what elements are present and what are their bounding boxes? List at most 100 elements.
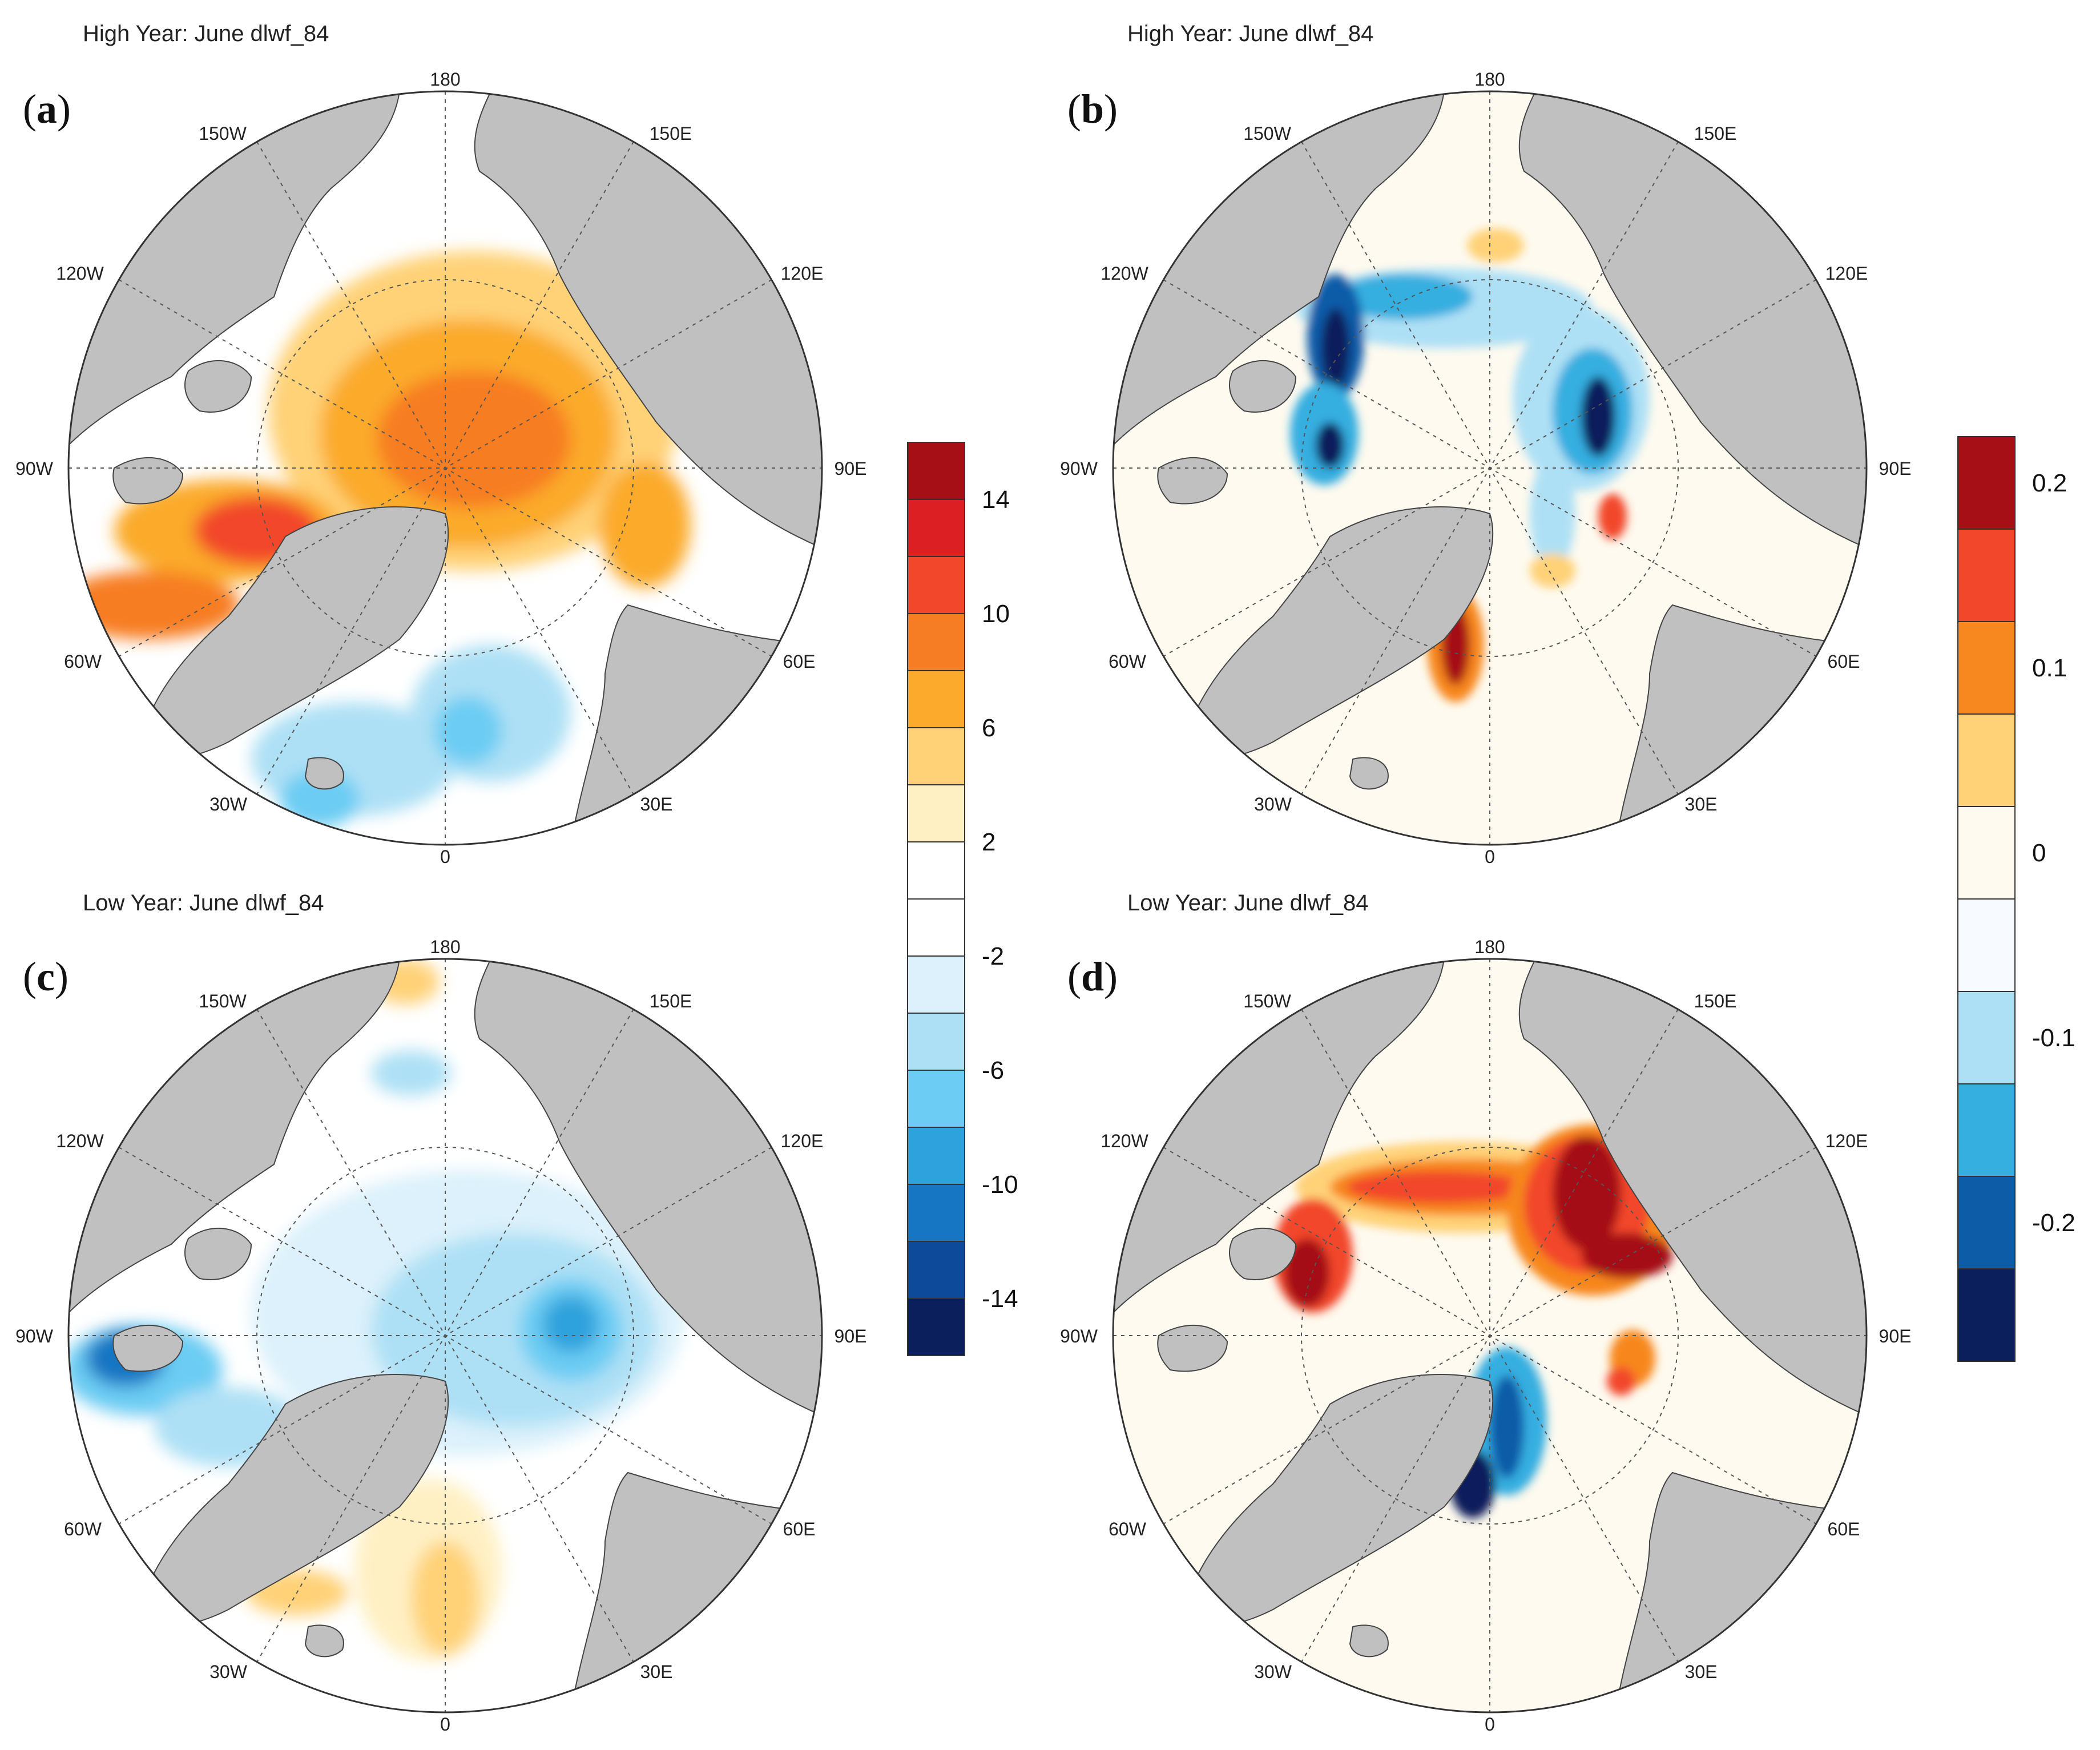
lon-label: 150W bbox=[199, 123, 247, 144]
lon-label: 120E bbox=[1825, 263, 1868, 284]
lon-label: 0 bbox=[440, 846, 450, 867]
panel-b-map bbox=[1113, 91, 1867, 845]
lon-label: 90W bbox=[15, 458, 54, 479]
lon-label: 60W bbox=[64, 1519, 102, 1539]
lon-label: 150W bbox=[199, 991, 247, 1011]
lon-label: 60W bbox=[1109, 1519, 1147, 1539]
panel-d-letter-text: d bbox=[1081, 954, 1104, 999]
colorbar-segment bbox=[1957, 1083, 2016, 1177]
lon-label: 180 bbox=[430, 937, 460, 957]
panel-c-lon-labels: 180 150E 120E 90E 60E 30E 0 30W 60W 90W … bbox=[15, 937, 866, 1735]
colorbar-tick-label: 14 bbox=[982, 486, 1010, 514]
lon-label: 120W bbox=[56, 1131, 104, 1151]
lon-label: 30W bbox=[209, 1662, 248, 1682]
colorbar-segment bbox=[907, 1070, 965, 1128]
panel-b-lon-labels: 180 150E 120E 90E 60E 30E 0 30W 60W 90W … bbox=[1060, 69, 1911, 867]
colorbar-segment bbox=[907, 955, 965, 1014]
panel-a-letter-text: a bbox=[37, 86, 57, 132]
panel-b-field bbox=[1290, 228, 1650, 702]
lon-label: 150W bbox=[1243, 123, 1291, 144]
colorbar-tick-label: 0.1 bbox=[2032, 654, 2067, 682]
lon-label: 30W bbox=[1254, 1662, 1292, 1682]
lon-label: 30E bbox=[640, 794, 673, 814]
lon-label: 150E bbox=[650, 991, 692, 1011]
panel-b-letter: (b) bbox=[1067, 86, 1118, 132]
lon-label: 30E bbox=[1685, 794, 1718, 814]
lon-label: 90E bbox=[835, 1326, 867, 1346]
colorbar-right: -0.2 -0.1 0 0.1 0.2 bbox=[1957, 436, 2075, 1362]
panel-b-graticule bbox=[1113, 91, 1867, 845]
lon-label: 60W bbox=[64, 651, 102, 672]
colorbar-segment bbox=[907, 841, 965, 900]
panel-d: Low Year: June dlwf_84 (d) bbox=[1060, 890, 1911, 1735]
colorbar-segment bbox=[907, 670, 965, 728]
lon-label: 0 bbox=[1485, 1714, 1495, 1735]
lon-label: 120E bbox=[781, 1131, 824, 1151]
colorbar-segment bbox=[1957, 806, 2016, 900]
colorbar-segment bbox=[1957, 1176, 2016, 1269]
lon-label: 120E bbox=[781, 263, 824, 284]
lon-label: 180 bbox=[1474, 937, 1505, 957]
colorbar-tick-label: -6 bbox=[982, 1057, 1004, 1084]
colorbar-segment bbox=[1957, 621, 2016, 715]
lon-label: 60W bbox=[1109, 651, 1147, 672]
panel-d-title: Low Year: June dlwf_84 bbox=[1127, 890, 1369, 916]
colorbar-tick-label: 0.2 bbox=[2032, 469, 2067, 497]
colorbar-tick-label: 0 bbox=[2032, 839, 2046, 867]
panel-a-letter: (a) bbox=[23, 86, 71, 132]
colorbar-segment bbox=[907, 1241, 965, 1299]
lon-label: 180 bbox=[430, 69, 460, 90]
panel-b-letter-text: b bbox=[1081, 86, 1104, 132]
lon-label: 120W bbox=[56, 263, 104, 284]
lon-label: 60E bbox=[1828, 1519, 1860, 1539]
lon-label: 90E bbox=[1879, 458, 1912, 479]
lon-label: 180 bbox=[1474, 69, 1505, 90]
colorbar-segment bbox=[907, 1184, 965, 1242]
colorbar-tick-label: 6 bbox=[982, 714, 995, 742]
colorbar-segment bbox=[907, 613, 965, 671]
panel-d-boundary bbox=[1112, 958, 1868, 1713]
panel-d-lon-labels: 180 150E 120E 90E 60E 30E 0 30W 60W 90W … bbox=[1060, 937, 1911, 1735]
colorbar-segment bbox=[1957, 898, 2016, 992]
lon-label: 30E bbox=[1685, 1662, 1718, 1682]
panel-c-boundary bbox=[67, 958, 823, 1713]
lon-label: 150E bbox=[1694, 991, 1737, 1011]
panel-a-map bbox=[68, 91, 822, 845]
lon-label: 60E bbox=[783, 651, 816, 672]
panel-c-map bbox=[68, 959, 822, 1712]
lon-label: 90E bbox=[1879, 1326, 1912, 1346]
panel-c-graticule bbox=[68, 959, 822, 1712]
colorbar-segment bbox=[1957, 529, 2016, 622]
colorbar-tick-label: 10 bbox=[982, 600, 1010, 628]
colorbar-segment bbox=[907, 442, 965, 500]
colorbar-segment bbox=[907, 1298, 965, 1356]
colorbar-tick-label: -2 bbox=[982, 942, 1004, 970]
lon-label: 150E bbox=[1694, 123, 1737, 144]
panel-c-letter-text: c bbox=[37, 954, 55, 999]
panel-b-boundary bbox=[1112, 90, 1868, 846]
colorbar-segment bbox=[1957, 1268, 2016, 1362]
lon-label: 120W bbox=[1101, 263, 1148, 284]
lon-label: 30W bbox=[209, 794, 248, 814]
panel-b: High Year: June dlwf_84 (b) bbox=[1060, 21, 1911, 867]
colorbar-tick-label: -10 bbox=[982, 1171, 1018, 1199]
lon-label: 90W bbox=[1060, 458, 1098, 479]
panel-d-letter: (d) bbox=[1067, 954, 1118, 999]
panel-d-map bbox=[1113, 959, 1867, 1712]
panel-a-title: High Year: June dlwf_84 bbox=[83, 21, 329, 46]
lon-label: 60E bbox=[1828, 651, 1860, 672]
colorbar-segment bbox=[907, 1013, 965, 1071]
lon-label: 120W bbox=[1101, 1131, 1148, 1151]
lon-label: 60E bbox=[783, 1519, 816, 1539]
colorbar-segment bbox=[1957, 713, 2016, 807]
colorbar-segment bbox=[1957, 991, 2016, 1084]
lon-label: 120E bbox=[1825, 1131, 1868, 1151]
colorbar-segment bbox=[907, 499, 965, 557]
colorbar-tick-label: 2 bbox=[982, 828, 995, 856]
panel-a-lon-labels: 180 150E 120E 90E 60E 30E 0 30W 60W 90W … bbox=[15, 69, 866, 867]
panel-c-letter: (c) bbox=[23, 954, 68, 999]
lon-label: 150E bbox=[650, 123, 692, 144]
colorbar-tick-label: -0.2 bbox=[2032, 1209, 2075, 1237]
colorbar-segment bbox=[907, 898, 965, 957]
